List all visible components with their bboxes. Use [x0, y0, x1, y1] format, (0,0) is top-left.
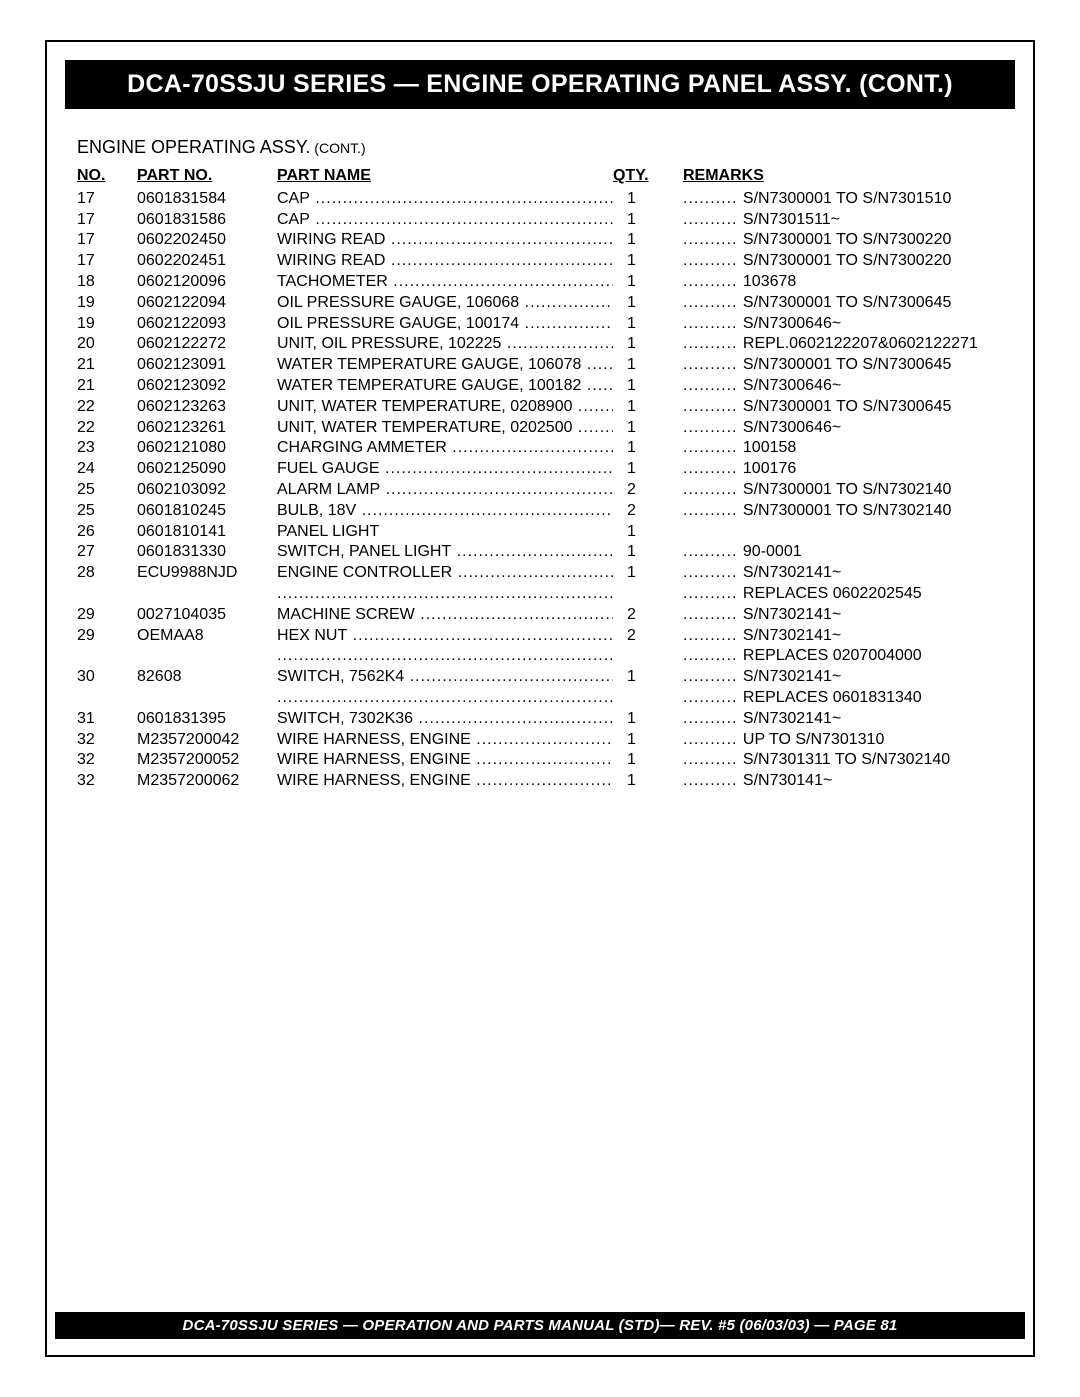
cell-part-name: WATER TEMPERATURE GAUGE, 106078: [277, 355, 613, 376]
cell-part-name: TACHOMETER: [277, 272, 613, 293]
cell-remarks: S/N7302141~: [683, 563, 1003, 584]
cell-part-name: SWITCH, 7302K36: [277, 709, 613, 730]
cell-remarks: 100176: [683, 459, 1003, 480]
cell-part-name: SWITCH, 7562K4: [277, 667, 613, 688]
cell-part-name: CAP: [277, 189, 613, 210]
cell-part-name: HEX NUT: [277, 626, 613, 647]
cell-remarks: S/N7302141~: [683, 709, 1003, 730]
cell-part-name: WIRING READ: [277, 230, 613, 251]
cell-part-name: CAP: [277, 210, 613, 231]
cell-remarks: S/N7300646~: [683, 376, 1003, 397]
cell-part-name: ENGINE CONTROLLER: [277, 563, 613, 584]
cell-part-name: MACHINE SCREW: [277, 605, 613, 626]
cell-remarks: 103678: [683, 272, 1003, 293]
col-header-remarks: REMARKS: [683, 166, 1003, 187]
cell-remarks: UP TO S/N7301310: [683, 730, 1003, 751]
cell-remarks: S/N7300646~: [683, 418, 1003, 439]
cell-part-name: ALARM LAMP: [277, 480, 613, 501]
cell-remarks: S/N7300001 TO S/N7301510: [683, 189, 1003, 210]
cell-remarks: REPLACES 0207004000: [683, 646, 1003, 667]
cell-part-name: [277, 688, 613, 709]
cell-part-name: [277, 646, 613, 667]
cell-part-name: UNIT, OIL PRESSURE, 102225: [277, 334, 613, 355]
cell-remarks: S/N7302141~: [683, 605, 1003, 626]
col-header-name: PART NAME: [277, 166, 613, 187]
cell-part-name: WIRING READ: [277, 251, 613, 272]
cell-remarks: S/N7300001 TO S/N7300220: [683, 230, 1003, 251]
cell-remarks: S/N7300001 TO S/N7300645: [683, 293, 1003, 314]
cell-remarks: S/N7300001 TO S/N7300220: [683, 251, 1003, 272]
cell-part-name: UNIT, WATER TEMPERATURE, 0208900: [277, 397, 613, 418]
cell-part-name: PANEL LIGHT: [277, 522, 613, 543]
cell-remarks: S/N7300646~: [683, 314, 1003, 335]
cell-remarks: S/N7301511~: [683, 210, 1003, 231]
cell-remarks: S/N730141~: [683, 771, 1003, 792]
cell-remarks: S/N7300001 TO S/N7302140: [683, 480, 1003, 501]
cell-part-name: BULB, 18V: [277, 501, 613, 522]
cell-part-name: FUEL GAUGE: [277, 459, 613, 480]
cell-part-name: CHARGING AMMETER: [277, 438, 613, 459]
cell-part-name: [277, 584, 613, 605]
cell-part-name: UNIT, WATER TEMPERATURE, 0202500: [277, 418, 613, 439]
cell-remarks: S/N7300001 TO S/N7302140: [683, 501, 1003, 522]
cell-part-name: WIRE HARNESS, ENGINE: [277, 730, 613, 751]
cell-remarks: REPLACES 0601831340: [683, 688, 1003, 709]
cell-part-name: OIL PRESSURE GAUGE, 106068: [277, 293, 613, 314]
cell-part-name: WATER TEMPERATURE GAUGE, 100182: [277, 376, 613, 397]
cell-remarks: S/N7301311 TO S/N7302140: [683, 750, 1003, 771]
cell-remarks: REPLACES 0602202545: [683, 584, 1003, 605]
cell-part-name: WIRE HARNESS, ENGINE: [277, 750, 613, 771]
cell-remarks: 90-0001: [683, 542, 1003, 563]
cell-part-name: WIRE HARNESS, ENGINE: [277, 771, 613, 792]
page-footer: DCA-70SSJU SERIES — OPERATION AND PARTS …: [55, 1312, 1025, 1339]
cell-remarks: REPL.0602122207&0602122271: [683, 334, 1003, 355]
cell-remarks: S/N7300001 TO S/N7300645: [683, 355, 1003, 376]
cell-remarks: S/N7302141~: [683, 667, 1003, 688]
cell-part-name: OIL PRESSURE GAUGE, 100174: [277, 314, 613, 335]
cell-remarks: S/N7300001 TO S/N7300645: [683, 397, 1003, 418]
cell-remarks: S/N7302141~: [683, 626, 1003, 647]
cell-remarks: 100158: [683, 438, 1003, 459]
cell-part-name: SWITCH, PANEL LIGHT: [277, 542, 613, 563]
